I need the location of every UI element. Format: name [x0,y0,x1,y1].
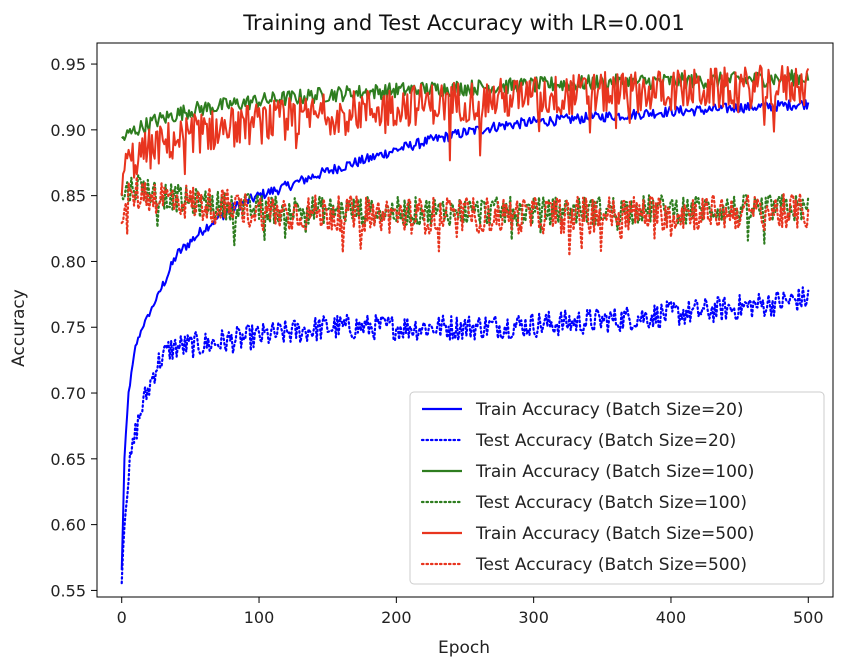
y-tick-label: 0.80 [50,252,86,271]
y-tick-label: 0.95 [50,55,86,74]
chart-legend: Train Accuracy (Batch Size=20) Test Accur… [409,391,825,585]
x-axis-ticks: 0 100 200 300 400 500 [117,597,824,627]
y-tick-label: 0.55 [50,581,86,600]
y-tick-label: 0.85 [50,187,86,206]
series-line-5 [120,64,810,196]
x-tick-label: 400 [656,608,687,627]
y-axis-label: Accuracy [9,289,29,367]
legend-label: Train Accuracy (Batch Size=500) [475,524,754,544]
y-tick-label: 0.70 [50,384,86,403]
x-axis-label: Epoch [438,638,490,658]
x-tick-label: 500 [793,608,824,627]
legend-label: Test Accuracy (Batch Size=20) [475,431,736,451]
chart-title: Training and Test Accuracy with LR=0.001 [242,11,685,35]
plot-area [96,42,834,598]
x-tick-label: 0 [117,608,127,627]
series-line-2 [120,286,810,585]
y-tick-label: 0.60 [50,516,86,535]
legend-label: Train Accuracy (Batch Size=20) [475,400,744,420]
x-tick-label: 300 [518,608,549,627]
legend-label: Test Accuracy (Batch Size=500) [475,555,747,575]
series-line-1 [120,99,810,570]
legend-box [409,391,825,585]
y-tick-label: 0.65 [50,450,86,469]
y-axis-ticks: 0.55 0.60 0.65 0.70 0.75 0.80 0.85 0.90 0.95 [50,55,97,600]
y-tick-label: 0.90 [50,121,86,140]
legend-label: Train Accuracy (Batch Size=100) [475,462,754,482]
y-tick-label: 0.75 [50,318,86,337]
legend-label: Test Accuracy (Batch Size=100) [475,493,747,513]
series-line-6 [120,175,810,257]
x-tick-label: 200 [381,608,412,627]
x-tick-label: 100 [244,608,275,627]
plot-frame [96,42,834,598]
